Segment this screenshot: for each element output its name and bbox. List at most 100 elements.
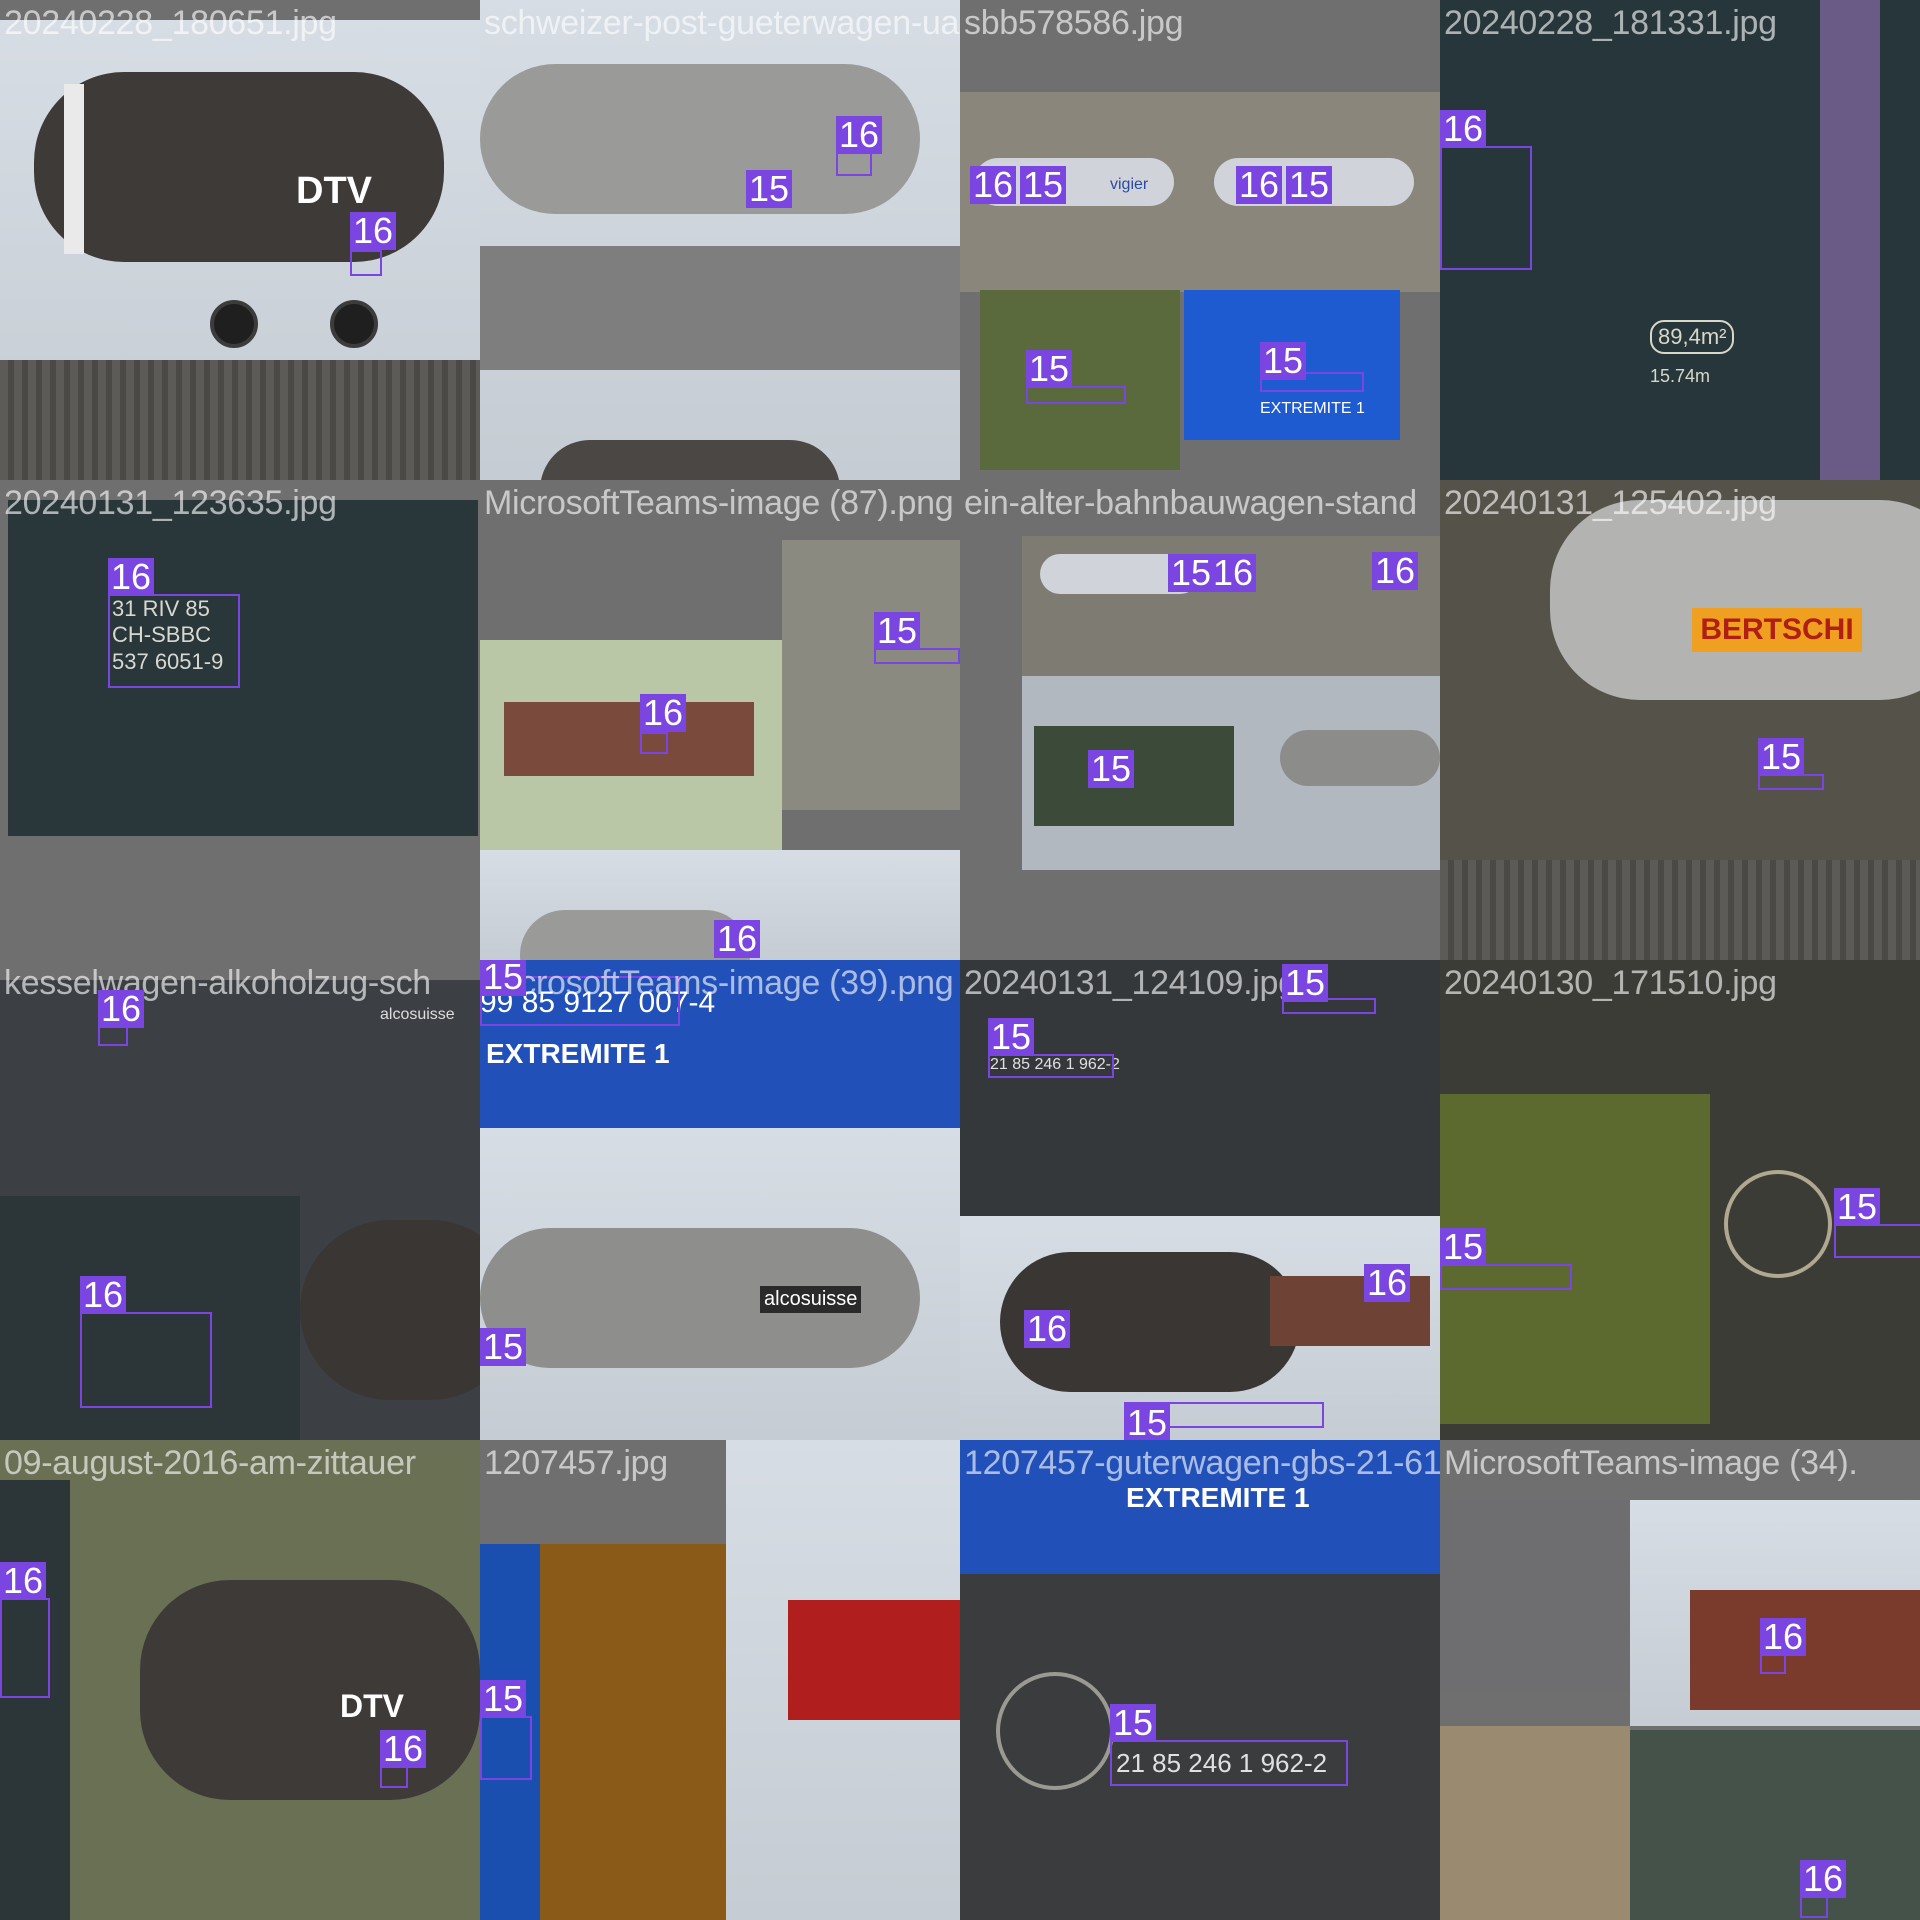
detection-box[interactable] xyxy=(480,1716,532,1780)
detection-box[interactable] xyxy=(1834,1224,1920,1258)
class-label: 15 xyxy=(480,960,527,996)
class-label: 16 xyxy=(714,920,761,958)
detection-box[interactable] xyxy=(640,732,668,754)
scene xyxy=(480,960,960,1128)
alcosuisse-text: alcosuisse xyxy=(760,1286,862,1313)
purple-post xyxy=(1820,0,1880,480)
tile-14[interactable]: 15 1207457.jpg xyxy=(480,1440,960,1920)
tile-7[interactable]: 15 16 16 15 ein-alter-bahnbauwagen-stand xyxy=(960,480,1440,960)
tile-2[interactable]: 16 15 schweizer-post-gueterwagen-uacns-3… xyxy=(480,0,960,480)
tile-title: MicrosoftTeams-image (87).png xyxy=(484,484,954,522)
tile-15[interactable]: EXTREMITE 1 21 85 246 1 962-2 15 1207457… xyxy=(960,1440,1440,1920)
tile-title: 20240131_124109.jpg xyxy=(964,964,1297,1002)
class-label: 15 xyxy=(1440,1228,1487,1266)
wagon-number: 21 85 246 1 962-2 xyxy=(1116,1748,1328,1778)
tile-3[interactable]: vigier 16 15 16 15 EXTREMITE 1 15 15 sbb… xyxy=(960,0,1440,480)
class-label: 15 xyxy=(1026,350,1073,388)
class-label: 16 xyxy=(350,212,397,250)
tile-9[interactable]: alcosuisse 16 16 kesselwagen-alkoholzug-… xyxy=(0,960,480,1440)
tile-1[interactable]: DTV 16 20240228_180651.jpg xyxy=(0,0,480,480)
tile-12[interactable]: 15 15 20240130_171510.jpg xyxy=(1440,960,1920,1440)
scene xyxy=(540,1544,726,1920)
boxcar xyxy=(788,1600,960,1720)
detection-box[interactable] xyxy=(1800,1896,1828,1918)
tile-title: 1207457.jpg xyxy=(484,1444,668,1482)
scene xyxy=(0,1480,70,1920)
area-marking: 89,4m² xyxy=(1650,320,1735,354)
scene xyxy=(1630,1730,1920,1920)
class-label: 16 xyxy=(836,116,883,154)
bertschi-logo: BERTSCHI xyxy=(1692,608,1862,652)
detection-box[interactable] xyxy=(1440,146,1532,270)
detection-box[interactable] xyxy=(836,152,872,176)
tile-6[interactable]: 16 15 16 MicrosoftTeams-image (87).png xyxy=(480,480,960,960)
class-label: 16 xyxy=(108,558,155,596)
vigier-logo: vigier xyxy=(1110,176,1149,193)
platform xyxy=(480,246,960,370)
track xyxy=(0,360,480,480)
tile-8[interactable]: BERTSCHI 15 20240131_125402.jpg xyxy=(1440,480,1920,960)
scene xyxy=(8,500,478,836)
dtv-logo: DTV xyxy=(340,1688,404,1724)
detection-box[interactable] xyxy=(1282,998,1376,1014)
scene xyxy=(1440,1500,1630,1690)
detection-box[interactable] xyxy=(80,1312,212,1408)
detection-box[interactable] xyxy=(1110,1740,1348,1786)
detection-box[interactable] xyxy=(480,976,680,1026)
white-stripe xyxy=(64,84,84,254)
riv-marking: 31 RIV 85 CH-SBBC 537 6051-9 xyxy=(112,596,224,674)
wagon-number: 21 85 246 1 962-2 xyxy=(990,1056,1120,1073)
class-label: 16 xyxy=(970,166,1017,204)
tile-title: schweizer-post-gueterwagen-uacns-33- xyxy=(484,4,960,42)
class-label: 15 xyxy=(988,1018,1035,1056)
scene xyxy=(1440,1726,1630,1920)
tile-11[interactable]: 21 85 246 1 962-2 15 15 16 16 15 2024013… xyxy=(960,960,1440,1440)
detection-box[interactable] xyxy=(1760,1654,1786,1674)
tile-5[interactable]: 31 RIV 85 CH-SBBC 537 6051-9 16 20240131… xyxy=(0,480,480,960)
scene xyxy=(980,290,1180,470)
tile-4[interactable]: 89,4m² 15.74m 16 20240228_181331.jpg xyxy=(1440,0,1920,480)
detection-box[interactable] xyxy=(1260,372,1364,392)
class-label: 16 xyxy=(640,694,687,732)
detection-box[interactable] xyxy=(380,1766,408,1788)
tank-wagon xyxy=(1280,730,1440,786)
detection-box[interactable] xyxy=(350,250,382,276)
class-label: 16 xyxy=(1236,166,1283,204)
class-label: 16 xyxy=(1440,110,1487,148)
detection-box[interactable] xyxy=(0,1598,50,1698)
wheel xyxy=(330,300,378,348)
class-label: 15 xyxy=(746,170,793,208)
class-label: 16 xyxy=(380,1730,427,1768)
open-wagon xyxy=(504,702,754,776)
wheel-symbol xyxy=(1724,1170,1832,1278)
scene xyxy=(960,960,1440,1220)
scene xyxy=(782,540,960,810)
tank-wagon xyxy=(300,1220,480,1400)
class-label: 15 xyxy=(480,1328,527,1366)
class-label: 16 xyxy=(1210,554,1257,592)
detection-box[interactable] xyxy=(108,594,240,688)
detection-box[interactable] xyxy=(988,1054,1114,1078)
tile-title: sbb578586.jpg xyxy=(964,4,1184,42)
detection-box[interactable] xyxy=(1026,386,1126,404)
scene xyxy=(0,1196,300,1440)
tank-wagon xyxy=(520,910,750,960)
tile-title: 20240131_123635.jpg xyxy=(4,484,337,522)
class-label: 15 xyxy=(874,612,921,650)
detection-box[interactable] xyxy=(1440,1264,1572,1290)
tile-title: 09-august-2016-am-zittauer xyxy=(4,1444,416,1482)
class-label: 15 xyxy=(1260,342,1307,380)
class-label: 16 xyxy=(1372,552,1419,590)
class-label: 15 xyxy=(1758,738,1805,776)
tile-16[interactable]: 16 16 MicrosoftTeams-image (34). xyxy=(1440,1440,1920,1920)
tile-title: 1207457-guterwagen-gbs-21-61 xyxy=(964,1444,1440,1482)
tile-10[interactable]: EXTREMITE 1 99 85 9127 007-4 15 alcosuis… xyxy=(480,960,960,1440)
class-label: 15 xyxy=(1282,964,1329,1002)
tile-13[interactable]: DTV 16 16 09-august-2016-am-zittauer xyxy=(0,1440,480,1920)
class-label: 15 xyxy=(1110,1704,1157,1742)
alcosuisse-text: alcosuisse xyxy=(380,1006,455,1023)
scene xyxy=(960,1440,1440,1574)
tank-wagon xyxy=(540,440,840,480)
detection-box[interactable] xyxy=(98,1026,128,1046)
extremite-text: EXTREMITE 1 xyxy=(1126,1482,1310,1513)
